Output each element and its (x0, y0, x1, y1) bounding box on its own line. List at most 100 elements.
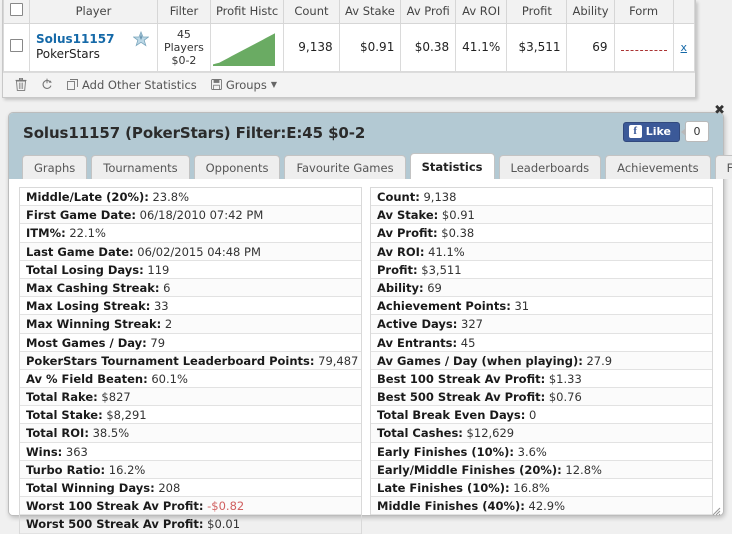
player-cell: Solus11157 PokerStars (29, 22, 158, 72)
stat-left-label: PokerStars Tournament Leaderboard Points… (26, 353, 315, 368)
groups-dropdown[interactable]: Groups ▼ (207, 77, 281, 93)
stat-left-row: First Game Date: 06/18/2010 07:42 PM (20, 206, 361, 225)
facebook-like-widget[interactable]: f Like 0 (622, 121, 709, 142)
select-all-checkbox[interactable] (10, 3, 23, 17)
filter-cell: 45 Players $0-2 (156, 22, 211, 72)
stat-right-row: Av Entrants: 45 (371, 334, 712, 352)
close-icon[interactable]: ✖ (714, 103, 725, 118)
stat-right-label: Count: (377, 190, 420, 204)
column-header-profit-history[interactable]: Profit Histc (209, 0, 285, 24)
dialog-header: Solus11157 (PokerStars) Filter:E:45 $0-2… (9, 104, 725, 153)
stat-left-label: Total Stake: (26, 408, 103, 423)
facebook-like-button[interactable]: f Like (622, 121, 680, 142)
stat-left-label: Middle/Late (20%): (26, 190, 149, 204)
column-header-ability[interactable]: Ability (566, 0, 615, 24)
stat-left-label: Turbo Ratio: (26, 462, 106, 477)
stat-left-row: Total Stake: $8,291 (20, 406, 361, 425)
stat-left-label: Worst 100 Streak Av Profit: (26, 499, 204, 514)
column-header-profit[interactable]: Profit (506, 0, 568, 24)
delete-button[interactable] (11, 77, 31, 92)
filter-line-stake: $0-2 (171, 53, 197, 67)
remove-row-link[interactable]: x (680, 41, 688, 54)
stat-left-label: Wins: (26, 444, 63, 459)
stat-right-value: $0.76 (545, 390, 582, 405)
stat-left-label: Total Rake: (26, 390, 98, 405)
player-grid: Player Filter Profit Histc Count Av Stak… (3, 0, 696, 72)
tab-favourite-games[interactable]: Favourite Games (284, 155, 406, 179)
tab-tournaments[interactable]: Tournaments (91, 155, 190, 179)
stat-left-value: 06/18/2010 07:42 PM (136, 208, 264, 223)
stat-left-label: Most Games / Day: (26, 335, 147, 350)
column-header-form[interactable]: Form (613, 0, 674, 24)
stat-right-label: Av Games / Day (when playing): (377, 353, 583, 368)
grid-toolbar: Add Other Statistics Groups ▼ (3, 71, 695, 97)
column-header-remove (672, 0, 696, 24)
stat-left-value: 79 (146, 335, 166, 350)
stat-right-value: 16.8% (509, 481, 550, 495)
stat-right-label: Early Finishes (10%): (377, 444, 514, 459)
stat-left-value: 38.5% (88, 426, 130, 441)
stat-left-row: Worst 100 Streak Av Profit: -$0.82 (20, 497, 361, 516)
tab-achievements[interactable]: Achievements (605, 155, 711, 179)
stat-right-row: Achievement Points: 31 (371, 297, 712, 316)
tab-opponents[interactable]: Opponents (193, 155, 281, 179)
stat-left-row: Total ROI: 38.5% (20, 424, 361, 443)
stat-left-label: Max Winning Streak: (26, 317, 162, 332)
stat-left-value: 16.2% (105, 462, 146, 477)
groups-icon (210, 79, 222, 90)
stat-right-row: Best 100 Streak Av Profit: $1.33 (371, 370, 712, 389)
add-other-statistics-label: Add Other Statistics (82, 77, 197, 92)
stat-right-value: $3,511 (417, 262, 462, 277)
profit-history-cell[interactable] (209, 22, 285, 72)
add-other-statistics-button[interactable]: Add Other Statistics (63, 77, 201, 93)
column-header-av-roi[interactable]: Av ROI (455, 0, 508, 24)
facebook-like-count: 0 (681, 121, 709, 142)
player-name-link[interactable]: Solus11157 (36, 32, 115, 46)
filter-line-entrants: 45 (176, 27, 191, 41)
stat-left-row: Max Losing Streak: 33 (20, 297, 361, 316)
stat-right-label: Late Finishes (10%): (377, 481, 510, 495)
column-header-count[interactable]: Count (283, 0, 340, 24)
stat-left-value: 208 (154, 481, 181, 495)
table-row[interactable]: Solus11157 PokerStars 45 Players $0-2 (3, 22, 696, 72)
column-header-player[interactable]: Player (29, 0, 158, 24)
row-checkbox[interactable] (10, 39, 23, 52)
stat-right-row: Av ROI: 41.1% (371, 242, 712, 261)
stat-right-row: Count: 9,138 (371, 188, 712, 207)
stat-right-value: 45 (457, 335, 476, 350)
stat-left-row: Most Games / Day: 79 (20, 334, 361, 352)
column-header-av-stake[interactable]: Av Stake (338, 0, 402, 24)
profit-history-sparkline (210, 24, 275, 70)
remove-row-cell[interactable]: x (672, 22, 696, 72)
tab-leaderboards[interactable]: Leaderboards (498, 155, 602, 179)
stat-right-row: Av Profit: $0.38 (371, 224, 712, 243)
tab-graphs[interactable]: Graphs (22, 155, 88, 179)
stat-right-row: Total Cashes: $12,629 (371, 424, 712, 443)
row-select-cell[interactable] (3, 22, 30, 72)
stat-left-row: Middle/Late (20%): 23.8% (20, 188, 361, 207)
player-grid-panel: Player Filter Profit Histc Count Av Stak… (2, 0, 696, 98)
chevron-down-icon: ▼ (270, 80, 277, 89)
stat-right-row: Late Finishes (10%): 16.8% (371, 479, 712, 498)
grid-body: Solus11157 PokerStars 45 Players $0-2 (3, 22, 696, 72)
column-header-select-all[interactable] (3, 0, 30, 24)
stat-left-value: 79,487 (314, 353, 359, 368)
av-stake-cell: $0.91 (338, 22, 402, 72)
tab-statistics[interactable]: Statistics (409, 153, 495, 179)
resize-handle[interactable] (709, 501, 721, 516)
column-header-av-profit[interactable]: Av Profi (400, 0, 457, 24)
stat-right-row: Total Break Even Days: 0 (371, 406, 712, 425)
tab-find[interactable]: Find (714, 155, 732, 179)
stat-right-value: 42.9% (524, 499, 566, 514)
stat-right-label: Best 100 Streak Av Profit: (377, 371, 546, 386)
column-header-filter[interactable]: Filter (156, 0, 211, 24)
player-site-label: PokerStars (36, 47, 100, 61)
stat-right-label: Active Days: (377, 317, 458, 332)
stat-right-row: Early/Middle Finishes (20%): 12.8% (371, 460, 712, 479)
stat-left-value: 363 (62, 444, 88, 459)
stat-right-label: Total Cashes: (377, 426, 463, 441)
dialog-tabs: Graphs Tournaments Opponents Favourite G… (9, 153, 732, 179)
facebook-like-label: Like (645, 125, 671, 138)
refresh-button[interactable] (37, 77, 57, 92)
stat-right-row: Av Stake: $0.91 (371, 206, 712, 225)
